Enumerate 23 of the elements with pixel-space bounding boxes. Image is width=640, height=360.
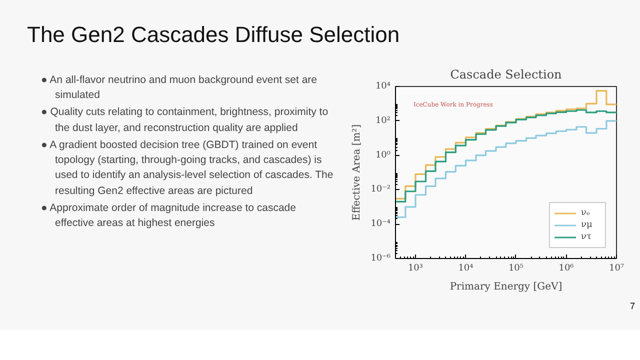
y-tick-label: 10⁴ (375, 82, 391, 92)
y-axis-title: Effective Area [m²] (352, 124, 363, 221)
y-tick-label: 10⁻⁶ (370, 254, 391, 264)
x-tick-label: 10⁶ (558, 264, 574, 274)
legend-label: ντ (581, 232, 592, 242)
y-tick-label: 10⁻⁴ (370, 219, 391, 230)
chart-subtitle: Cascade Selection (450, 68, 562, 82)
legend-label: νₑ (581, 208, 591, 218)
x-tick-label: 10⁷ (608, 264, 624, 274)
text: The Gen2 Cascades Diffuse Selection (27, 21, 400, 49)
text: ● A gradient boosted decision tree (GBDT) trained on event topology (starting, through-going tracks, and cascades) is used to identify an analysis-level selection of cascades. The resulting Gen2 effective areas are pictured (41, 138, 334, 199)
x-tick-label: 10³ (408, 264, 424, 274)
text: ● Quality cuts relating to containment, brightness, proximity to the dust layer, and reconstruction quality are applied (41, 105, 330, 136)
x-axis-title: Primary Energy [GeV] (450, 282, 562, 292)
y-tick-label: 10⁰ (375, 150, 391, 160)
legend-label: νμ (581, 220, 594, 230)
x-tick-label: 10⁴ (458, 264, 474, 274)
text: ● Approximate order of magnitude increase to cascade effective areas at highest energies (41, 200, 297, 231)
text: 7 (630, 300, 635, 313)
x-tick-label: 10⁵ (508, 264, 524, 274)
y-tick-label: 10⁻² (370, 184, 391, 195)
y-tick-label: 10² (375, 116, 391, 126)
text: ● An all-flavor neutrino and muon background event set are simulated (41, 73, 318, 104)
